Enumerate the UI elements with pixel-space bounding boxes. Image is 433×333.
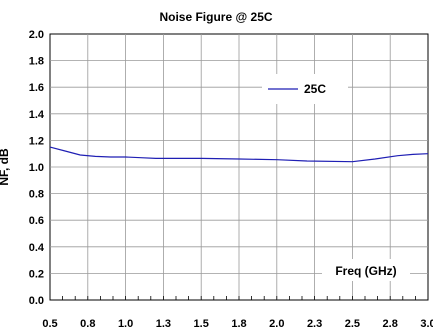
series-lines bbox=[49, 146, 429, 163]
y-tick-label: 1.0 bbox=[29, 162, 44, 174]
y-tick-label: 1.8 bbox=[29, 56, 44, 68]
legend-label-25c: 25C bbox=[304, 82, 326, 96]
series-line-25c bbox=[49, 146, 429, 163]
y-axis-label: NF, dB bbox=[0, 148, 11, 186]
x-axis-label: Freq (GHz) bbox=[335, 264, 396, 278]
x-tick-label: 1.5 bbox=[194, 318, 209, 330]
x-axis-label-background bbox=[322, 259, 410, 281]
x-tick-label: 0.8 bbox=[80, 318, 95, 330]
x-tick-label: 3.0 bbox=[420, 318, 433, 330]
y-tick-label: 1.6 bbox=[29, 82, 44, 94]
y-tick-label: 1.4 bbox=[29, 109, 45, 121]
chart-title: Noise Figure @ 25C bbox=[159, 10, 272, 24]
x-tick-label: 2.5 bbox=[345, 318, 360, 330]
x-tick-label: 2.3 bbox=[307, 318, 322, 330]
x-tick-label: 2.0 bbox=[269, 318, 284, 330]
x-tick-label: 1.0 bbox=[118, 318, 133, 330]
grid-lines bbox=[50, 34, 428, 300]
y-tick-label: 0.8 bbox=[29, 189, 44, 201]
y-tick-label: 0.0 bbox=[29, 295, 44, 307]
y-tick-label: 0.6 bbox=[29, 215, 44, 227]
x-axis-tick-labels: 0.5 0.8 1.0 1.3 1.5 1.8 2.0 2.3 2.5 2.8 3.0 bbox=[42, 318, 433, 330]
y-tick-label: 0.4 bbox=[29, 242, 45, 254]
y-tick-label: 2.0 bbox=[29, 29, 44, 41]
legend: 25C bbox=[262, 74, 348, 104]
y-tick-label: 0.2 bbox=[29, 268, 44, 280]
x-tick-label: 2.8 bbox=[383, 318, 398, 330]
x-tick-label: 0.5 bbox=[42, 318, 57, 330]
y-tick-label: 1.2 bbox=[29, 135, 44, 147]
x-tick-label: 1.3 bbox=[156, 318, 171, 330]
x-tick-label: 1.8 bbox=[231, 318, 246, 330]
x-axis-minor-ticks bbox=[62, 296, 416, 300]
y-axis-tick-labels: 0.0 0.2 0.4 0.6 0.8 1.0 1.2 1.4 1.6 1.8 2.0 bbox=[29, 29, 45, 307]
x-axis-label-group: Freq (GHz) bbox=[322, 259, 410, 281]
